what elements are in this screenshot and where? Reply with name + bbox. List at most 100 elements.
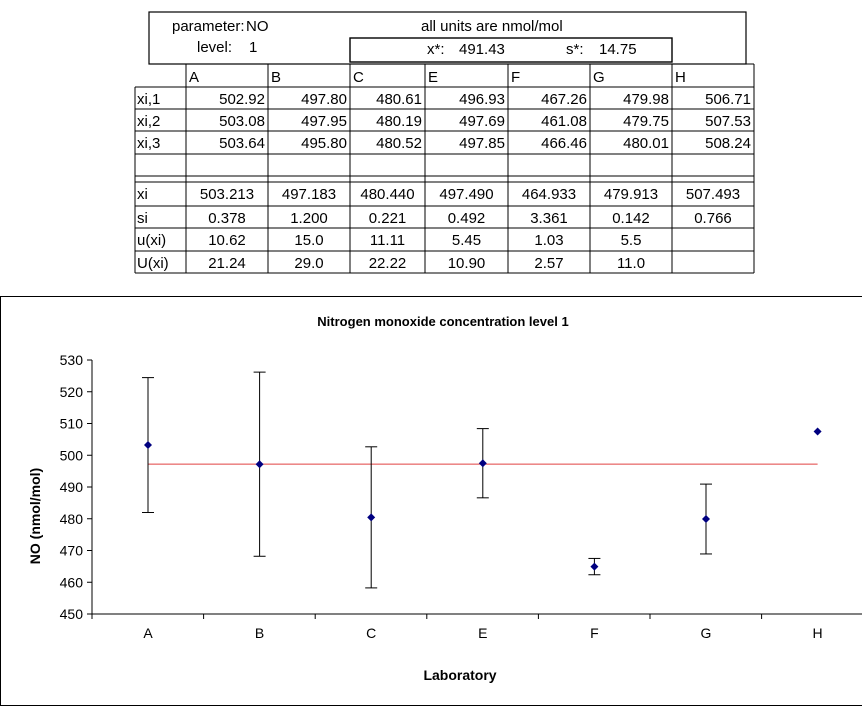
y-tick-label: 510 bbox=[60, 416, 84, 432]
results-table: parameter: NO all units are nmol/mol lev… bbox=[134, 11, 755, 274]
table-cell: 480.61 bbox=[376, 91, 422, 108]
data-point bbox=[478, 459, 487, 468]
table-cell: 503.64 bbox=[219, 135, 265, 152]
table-cell: 497.80 bbox=[301, 91, 347, 108]
table-cell: 464.933 bbox=[522, 186, 576, 203]
level-label: level: bbox=[197, 39, 232, 56]
data-point bbox=[590, 562, 599, 571]
row-label: u(xi) bbox=[137, 232, 166, 249]
data-point bbox=[702, 515, 710, 524]
table-cell: 480.52 bbox=[376, 135, 422, 152]
table-cell: 495.80 bbox=[301, 135, 347, 152]
table-cell: 507.53 bbox=[705, 113, 751, 130]
table-cell: 497.85 bbox=[459, 135, 505, 152]
table-cell: 2.57 bbox=[534, 255, 563, 272]
table-cell: 497.490 bbox=[439, 186, 493, 203]
y-tick-label: 470 bbox=[60, 543, 84, 559]
table-cell: 497.95 bbox=[301, 113, 347, 130]
parameter-value: NO bbox=[246, 18, 269, 35]
row-label: si bbox=[137, 210, 148, 227]
table-cell: 15.0 bbox=[294, 232, 323, 249]
column-header-c: C bbox=[353, 69, 364, 86]
table-cell: 497.69 bbox=[459, 113, 505, 130]
x-tick-label: G bbox=[701, 625, 712, 641]
xstar-label: x*: bbox=[427, 41, 445, 58]
table-cell: 29.0 bbox=[294, 255, 323, 272]
uncertainty-chart: Nitrogen monoxide concentration level 1 … bbox=[27, 314, 862, 683]
table-cell: 11.0 bbox=[617, 255, 645, 272]
stats-box bbox=[349, 37, 673, 63]
x-tick-label: E bbox=[478, 625, 487, 641]
x-tick-label: H bbox=[813, 625, 823, 641]
table-cell: 466.46 bbox=[541, 135, 587, 152]
column-header-e: E bbox=[428, 69, 438, 86]
table-cell: 480.440 bbox=[360, 186, 414, 203]
y-axis-label: NO (nmol/mol) bbox=[27, 468, 43, 564]
table-cell: 497.183 bbox=[282, 186, 336, 203]
table-cell: 10.62 bbox=[208, 232, 246, 249]
table-cell: 1.200 bbox=[290, 210, 328, 227]
table-cell: 0.142 bbox=[612, 210, 650, 227]
table-cell: 508.24 bbox=[705, 135, 751, 152]
units-note: all units are nmol/mol bbox=[421, 18, 563, 35]
x-tick-label: B bbox=[255, 625, 264, 641]
table-cell: 1.03 bbox=[534, 232, 563, 249]
y-tick-label: 480 bbox=[60, 511, 84, 527]
table-cell: 480.19 bbox=[376, 113, 422, 130]
table-cell: 5.5 bbox=[621, 232, 642, 249]
column-header-g: G bbox=[593, 69, 605, 86]
table-cell: 3.361 bbox=[530, 210, 568, 227]
data-point bbox=[367, 513, 376, 522]
table-cell: 479.75 bbox=[623, 113, 669, 130]
column-header-a: A bbox=[189, 69, 199, 86]
row-label: U(xi) bbox=[137, 255, 169, 272]
y-tick-label: 450 bbox=[60, 606, 84, 622]
table-cell: 461.08 bbox=[541, 113, 587, 130]
sstar-value: 14.75 bbox=[599, 41, 637, 58]
data-point bbox=[813, 427, 822, 436]
row-label: xi,3 bbox=[137, 135, 160, 152]
table-cell: 10.90 bbox=[448, 255, 486, 272]
table-cell: 503.08 bbox=[219, 113, 265, 130]
table-cell: 5.45 bbox=[452, 232, 481, 249]
table-cell: 11.11 bbox=[370, 232, 405, 249]
table-cell: 0.221 bbox=[369, 210, 407, 227]
chart-title: Nitrogen monoxide concentration level 1 bbox=[317, 314, 568, 329]
column-header-h: H bbox=[675, 69, 686, 86]
table-cell: 0.378 bbox=[208, 210, 246, 227]
parameter-label: parameter: bbox=[172, 18, 245, 35]
data-point bbox=[144, 441, 152, 450]
y-tick-label: 520 bbox=[60, 384, 84, 400]
table-cell: 467.26 bbox=[541, 91, 587, 108]
table-cell: 480.01 bbox=[623, 135, 669, 152]
table-cell: 479.98 bbox=[623, 91, 669, 108]
column-header-f: F bbox=[511, 69, 520, 86]
table-grid: A B C E F G Hxi,1 502.92 497.80 480.61 496.93 467.2… bbox=[134, 63, 755, 274]
x-tick-label: A bbox=[143, 625, 153, 641]
y-tick-label: 490 bbox=[60, 479, 84, 495]
y-tick-label: 500 bbox=[60, 447, 84, 463]
table-cell: 21.24 bbox=[208, 255, 246, 272]
xstar-value: 491.43 bbox=[459, 41, 505, 58]
table-cell: 496.93 bbox=[459, 91, 505, 108]
x-axis-label: Laboratory bbox=[423, 667, 496, 683]
table-cell: 503.213 bbox=[200, 186, 254, 203]
level-value: 1 bbox=[249, 39, 257, 56]
y-tick-label: 530 bbox=[60, 352, 84, 368]
column-header-b: B bbox=[271, 69, 281, 86]
y-tick-label: 460 bbox=[60, 574, 84, 590]
x-tick-label: F bbox=[590, 625, 599, 641]
row-label: xi bbox=[137, 186, 148, 203]
table-cell: 22.22 bbox=[369, 255, 407, 272]
data-point bbox=[255, 460, 264, 469]
table-cell: 502.92 bbox=[219, 91, 265, 108]
sstar-label: s*: bbox=[566, 41, 584, 58]
x-tick-label: C bbox=[366, 625, 376, 641]
plot-area: 450 460 470 480 490 500 510 520 530 A B C E F G H bbox=[60, 352, 862, 641]
chart-frame bbox=[0, 296, 862, 706]
table-cell: 479.913 bbox=[604, 186, 658, 203]
row-label: xi,1 bbox=[137, 91, 160, 108]
table-cell: 506.71 bbox=[705, 91, 751, 108]
table-cell: 0.766 bbox=[694, 210, 732, 227]
table-cell: 0.492 bbox=[448, 210, 486, 227]
